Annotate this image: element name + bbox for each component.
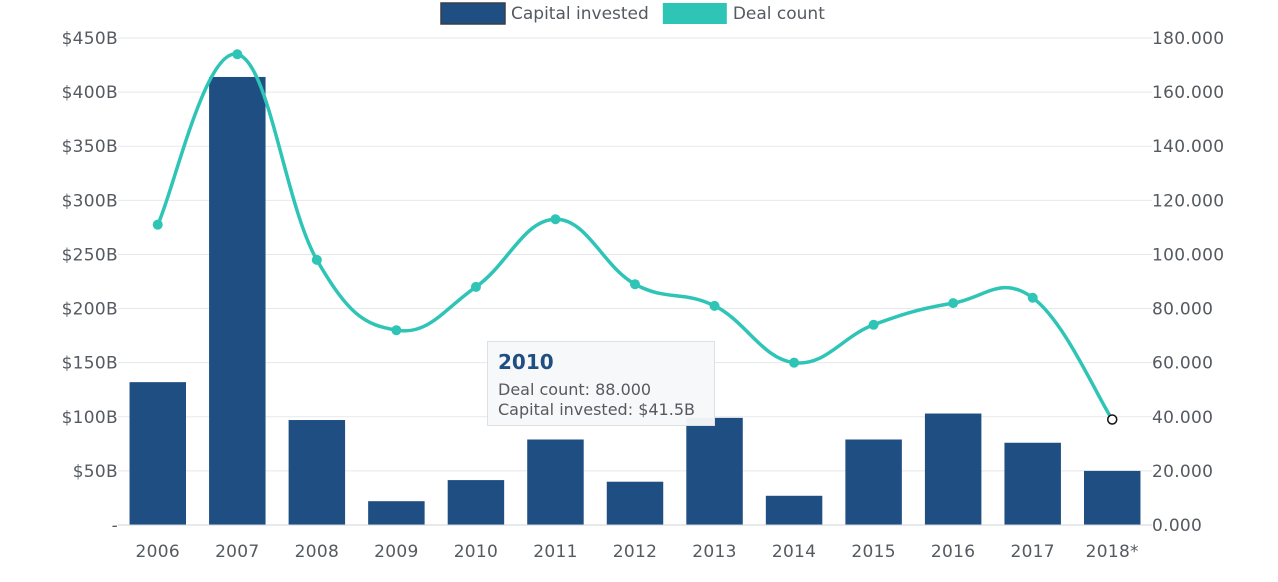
x-tick-label: 2007 [215, 542, 259, 562]
x-tick-label: 2012 [613, 542, 657, 562]
capital-bar[interactable] [1083, 470, 1141, 525]
deal-count-point[interactable] [550, 214, 561, 225]
capital-bar[interactable] [527, 439, 584, 525]
deal-count-point[interactable] [1106, 414, 1118, 425]
y-left-tick-label: $100B [62, 408, 118, 428]
x-tick-label: 2006 [136, 542, 180, 562]
tooltip-deal-value: 88.000 [595, 380, 652, 399]
legend-label: Deal count [733, 4, 825, 24]
deal-count-point[interactable] [232, 49, 243, 60]
capital-bars [129, 76, 1141, 526]
legend-swatch [440, 2, 506, 25]
x-tick-label: 2015 [851, 542, 895, 562]
chart-tooltip: 2010 Deal count: 88.000 Capital invested… [487, 341, 715, 426]
legend-item[interactable]: Deal count [662, 3, 825, 24]
y-right-tick-label: 120.000 [1152, 191, 1224, 211]
x-tick-label: 2008 [295, 542, 339, 562]
y-left-tick-label: $250B [62, 245, 118, 265]
capital-bar[interactable] [765, 495, 823, 525]
capital-bar[interactable] [686, 417, 743, 525]
capital-bar[interactable] [924, 413, 982, 525]
y-left-tick-label: $300B [62, 191, 118, 211]
y-left-tick-label: - [112, 516, 118, 536]
tooltip-capital-value: $41.5B [638, 400, 695, 419]
x-tick-label: 2013 [692, 542, 736, 562]
tooltip-deal-row: Deal count: 88.000 [498, 380, 704, 400]
legend-item[interactable]: Capital invested [440, 2, 649, 25]
capital-bar[interactable] [606, 481, 664, 525]
legend-label: Capital invested [511, 4, 649, 24]
x-tick-label: 2010 [454, 542, 498, 562]
deal-count-point[interactable] [789, 357, 800, 368]
y-left-tick-label: $200B [62, 300, 118, 320]
x-tick-label: 2009 [374, 542, 418, 562]
deal-count-point[interactable] [470, 281, 481, 292]
deal-count-point[interactable] [709, 300, 720, 311]
capital-bar[interactable] [1004, 442, 1061, 525]
legend[interactable]: Capital invested Deal count [440, 2, 825, 25]
y-left-tick-label: $150B [62, 354, 118, 374]
y-right-tick-label: 60.000 [1152, 354, 1213, 374]
capital-bar[interactable] [447, 480, 505, 525]
capital-bar[interactable] [209, 76, 266, 526]
deal-count-point[interactable] [1027, 292, 1038, 303]
y-right-tick-label: 180.000 [1152, 29, 1224, 49]
deal-count-line [152, 49, 1118, 425]
x-tick-label: 2011 [533, 542, 577, 562]
x-tick-label: 2017 [1010, 542, 1054, 562]
tooltip-capital-label: Capital invested: [498, 400, 634, 419]
deal-count-point[interactable] [868, 319, 879, 330]
tooltip-capital-row: Capital invested: $41.5B [498, 400, 704, 420]
y-right-tick-label: 160.000 [1152, 83, 1224, 103]
tooltip-deal-label: Deal count: [498, 380, 591, 399]
x-tick-label: 2016 [931, 542, 975, 562]
y-right-tick-label: 20.000 [1152, 462, 1213, 482]
legend-swatch [662, 3, 727, 24]
y-right-tick-label: 0.000 [1152, 516, 1202, 536]
x-tick-label: 2018* [1086, 542, 1139, 562]
y-right-tick-label: 140.000 [1152, 137, 1224, 157]
deal-count-point[interactable] [311, 254, 322, 265]
y-left-tick-label: $50B [73, 462, 118, 482]
capital-bar[interactable] [845, 439, 902, 525]
capital-bar[interactable] [288, 420, 346, 525]
y-left-tick-label: $350B [62, 137, 118, 157]
axes: - 0.000 $50B 20.000 $100B 40.000 $150B 60.000 $2… [62, 29, 1225, 562]
tooltip-title: 2010 [498, 350, 554, 374]
y-left-tick-label: $400B [62, 83, 118, 103]
capital-bar[interactable] [129, 382, 187, 525]
y-left-tick-label: $450B [62, 29, 118, 49]
x-tick-label: 2014 [772, 542, 816, 562]
deal-count-point[interactable] [630, 279, 640, 290]
deal-count-point[interactable] [152, 219, 163, 230]
y-right-tick-label: 100.000 [1152, 245, 1224, 265]
y-right-tick-label: 80.000 [1152, 300, 1213, 320]
y-right-tick-label: 40.000 [1152, 408, 1213, 428]
deal-count-point[interactable] [948, 298, 959, 309]
deal-count-point[interactable] [391, 325, 402, 336]
capital-bar[interactable] [368, 501, 425, 525]
